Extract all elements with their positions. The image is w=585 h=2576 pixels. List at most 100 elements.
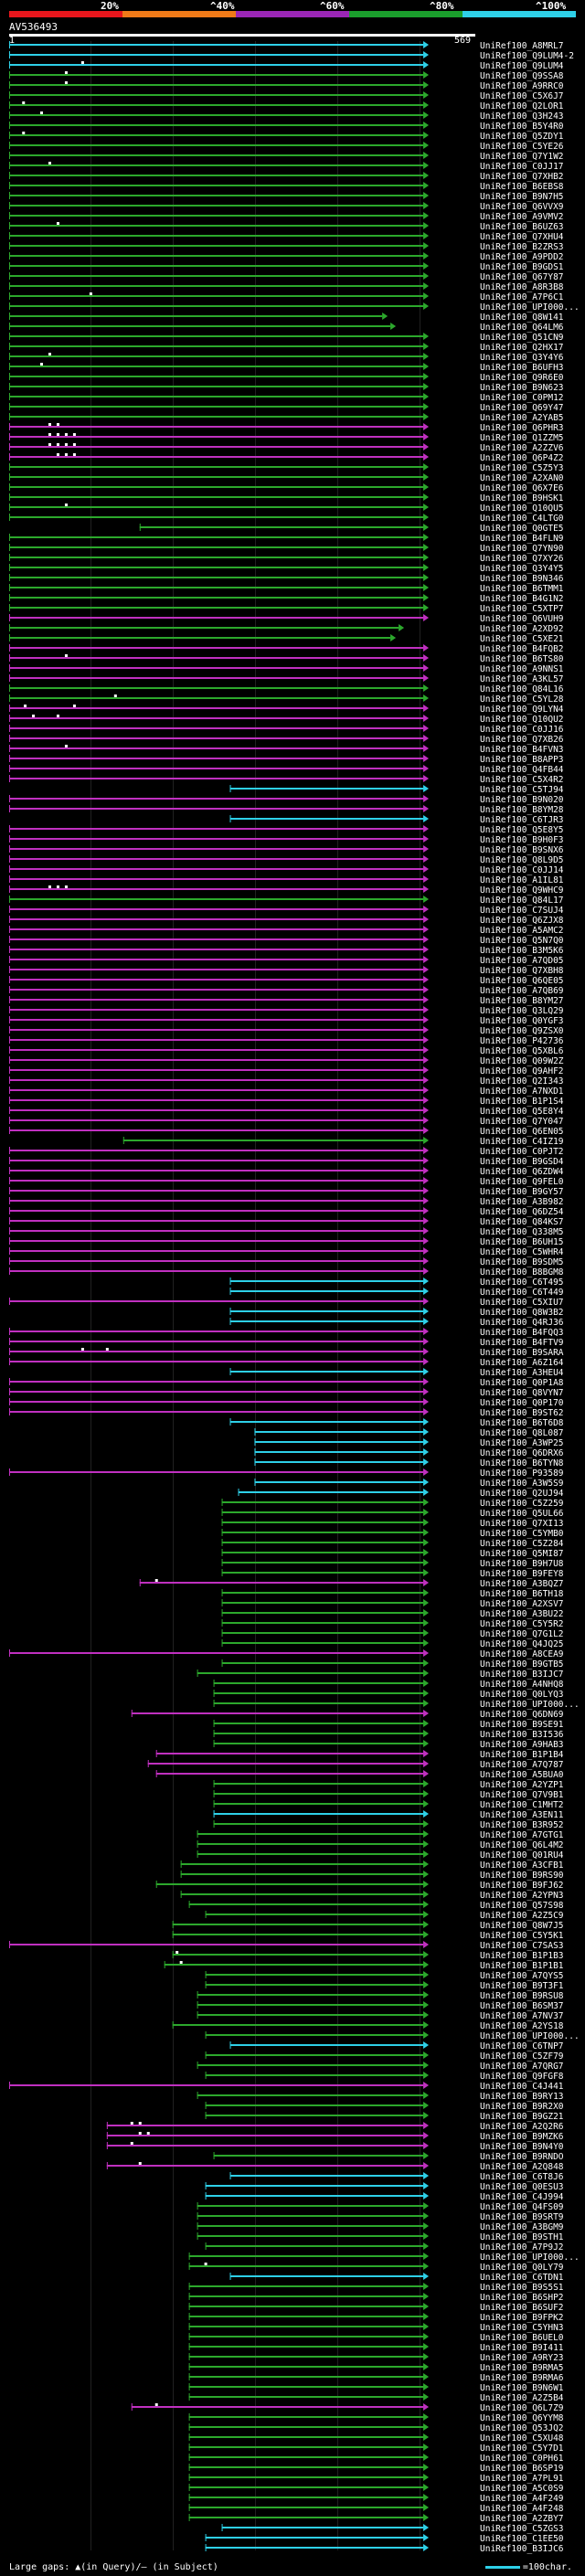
hit-row[interactable]: UniRef100_Q9LUM4	[9, 61, 564, 71]
hit-row[interactable]: UniRef100_B1P1S4	[9, 1097, 564, 1107]
hit-label[interactable]: UniRef100_Q6P4Z2	[480, 453, 564, 463]
hit-label[interactable]: UniRef100_Q5XBL6	[480, 1046, 564, 1056]
hit-row[interactable]: UniRef100_Q0GTE5	[139, 524, 564, 534]
hit-label[interactable]: UniRef100_A2Q848	[480, 2162, 564, 2172]
hit-row[interactable]: UniRef100_A7NXD1	[9, 1087, 564, 1097]
hit-row[interactable]: UniRef100_Q4FS09	[197, 2202, 564, 2212]
hit-label[interactable]: UniRef100_A3W5S9	[480, 1479, 564, 1489]
hit-label[interactable]: UniRef100_A8R3B8	[480, 282, 564, 292]
hit-row[interactable]: UniRef100_C0JJ16	[9, 725, 564, 735]
hit-row[interactable]: UniRef100_C5WHR4	[9, 1247, 564, 1257]
hit-row[interactable]: UniRef100_A3BQZ7	[139, 1579, 564, 1589]
hit-label[interactable]: UniRef100_B5Y4R0	[480, 122, 564, 132]
hit-row[interactable]: UniRef100_Q10QU5	[9, 504, 564, 514]
hit-label[interactable]: UniRef100_B9ST62	[480, 1408, 564, 1418]
hit-row[interactable]: UniRef100_Q2UJ94	[238, 1489, 564, 1499]
hit-row[interactable]: UniRef100_C5YE26	[9, 142, 564, 152]
hit-row[interactable]: UniRef100_B3IJC7	[197, 1670, 564, 1680]
hit-label[interactable]: UniRef100_A2Z5C9	[480, 1911, 564, 1921]
hit-row[interactable]: UniRef100_Q6VVX9	[9, 202, 564, 212]
hit-label[interactable]: UniRef100_C4IZ19	[480, 1137, 564, 1147]
hit-row[interactable]: UniRef100_A2Z5C9	[205, 1911, 564, 1921]
hit-label[interactable]: UniRef100_A1IL81	[480, 875, 564, 885]
hit-label[interactable]: UniRef100_B9GY57	[480, 1187, 564, 1197]
hit-label[interactable]: UniRef100_A2Q2R6	[480, 2122, 564, 2132]
hit-label[interactable]: UniRef100_A2YS18	[480, 2021, 564, 2031]
hit-label[interactable]: UniRef100_B6TMM1	[480, 584, 564, 594]
hit-label[interactable]: UniRef100_B9N346	[480, 574, 564, 584]
hit-label[interactable]: UniRef100_Q8L087	[480, 1428, 564, 1438]
hit-label[interactable]: UniRef100_B1P1B1	[480, 1961, 564, 1971]
hit-label[interactable]: UniRef100_A5C0S9	[480, 2484, 564, 2494]
hit-label[interactable]: UniRef100_B9GDS1	[480, 262, 564, 272]
hit-row[interactable]: UniRef100_B9N346	[9, 574, 564, 584]
hit-row[interactable]: UniRef100_UPI000...	[213, 1700, 580, 1710]
hit-row[interactable]: UniRef100_C7SUJ4	[9, 906, 564, 916]
hit-label[interactable]: UniRef100_Q0P1A8	[480, 1378, 564, 1388]
hit-label[interactable]: UniRef100_B9N7H5	[480, 192, 564, 202]
hit-label[interactable]: UniRef100_Q338M5	[480, 1227, 564, 1237]
hit-label[interactable]: UniRef100_A9VMV2	[480, 212, 564, 222]
hit-row[interactable]: UniRef100_C6TJR3	[229, 815, 564, 825]
hit-label[interactable]: UniRef100_Q67Y87	[480, 272, 564, 282]
hit-row[interactable]: UniRef100_Q7XBH8	[9, 966, 564, 976]
hit-row[interactable]: UniRef100_A7PL91	[188, 2474, 564, 2484]
hit-label[interactable]: UniRef100_A6Z164	[480, 1358, 564, 1368]
hit-row[interactable]: UniRef100_Q3Y4Y5	[9, 564, 564, 574]
hit-label[interactable]: UniRef100_A3WP25	[480, 1438, 564, 1448]
hit-row[interactable]: UniRef100_Q6L4M2	[197, 1840, 564, 1850]
hit-row[interactable]: UniRef100_C6TNP7	[229, 2041, 564, 2051]
hit-row[interactable]: UniRef100_Q6QE05	[9, 976, 564, 986]
hit-label[interactable]: UniRef100_C5YL28	[480, 694, 564, 705]
hit-label[interactable]: UniRef100_B6UH15	[480, 1237, 564, 1247]
hit-row[interactable]: UniRef100_Q84KS7	[9, 1217, 564, 1227]
hit-label[interactable]: UniRef100_Q4FS09	[480, 2202, 564, 2212]
hit-label[interactable]: UniRef100_A5BUA0	[480, 1770, 564, 1780]
hit-row[interactable]: UniRef100_A3HEU4	[229, 1368, 564, 1378]
hit-label[interactable]: UniRef100_Q84L16	[480, 684, 564, 694]
hit-row[interactable]: UniRef100_Q9R6E0	[9, 373, 564, 383]
hit-row[interactable]: UniRef100_Q7YN90	[9, 544, 564, 554]
hit-row[interactable]: UniRef100_B6T6D8	[229, 1418, 564, 1428]
hit-row[interactable]: UniRef100_A3B982	[9, 1197, 564, 1207]
hit-row[interactable]: UniRef100_Q0ESU3	[205, 2182, 564, 2192]
hit-label[interactable]: UniRef100_A2YAB5	[480, 413, 564, 423]
hit-row[interactable]: UniRef100_A3KL57	[9, 674, 564, 684]
hit-label[interactable]: UniRef100_Q6DRX6	[480, 1448, 564, 1458]
hit-label[interactable]: UniRef100_Q84KS7	[480, 1217, 564, 1227]
hit-row[interactable]: UniRef100_C5XTP7	[9, 604, 564, 614]
hit-row[interactable]: UniRef100_A7QYS5	[205, 1971, 564, 1981]
hit-row[interactable]: UniRef100_A2ZZV6	[9, 443, 564, 453]
hit-row[interactable]: UniRef100_B6UEL0	[188, 2333, 564, 2343]
hit-label[interactable]: UniRef100_B9RY13	[480, 2092, 564, 2102]
hit-row[interactable]: UniRef100_Q9SSA8	[9, 71, 564, 81]
hit-row[interactable]: UniRef100_Q5ZDY1	[9, 132, 564, 142]
hit-row[interactable]: UniRef100_C0PJT2	[9, 1147, 564, 1157]
hit-label[interactable]: UniRef100_Q9AHF2	[480, 1066, 564, 1076]
hit-label[interactable]: UniRef100_A2Z5B4	[480, 2393, 564, 2403]
hit-row[interactable]: UniRef100_B9SDM5	[9, 1257, 564, 1267]
hit-label[interactable]: UniRef100_B9N623	[480, 383, 564, 393]
hit-row[interactable]: UniRef100_A7QRG7	[197, 2062, 564, 2072]
hit-label[interactable]: UniRef100_Q8W7J5	[480, 1921, 564, 1931]
hit-label[interactable]: UniRef100_C5X6J7	[480, 91, 564, 101]
hit-row[interactable]: UniRef100_C6T495	[229, 1277, 564, 1288]
hit-row[interactable]: UniRef100_A4NHQ8	[213, 1680, 564, 1690]
hit-row[interactable]: UniRef100_A9RY23	[188, 2353, 564, 2363]
hit-label[interactable]: UniRef100_A7QYS5	[480, 1971, 564, 1981]
hit-label[interactable]: UniRef100_UPI000...	[480, 2253, 580, 2263]
hit-label[interactable]: UniRef100_Q2I343	[480, 1076, 564, 1087]
hit-label[interactable]: UniRef100_Q7XB26	[480, 735, 564, 745]
hit-label[interactable]: UniRef100_C5Z259	[480, 1499, 564, 1509]
hit-row[interactable]: UniRef100_Q01RU4	[197, 1850, 564, 1860]
hit-label[interactable]: UniRef100_B9GZ21	[480, 2112, 564, 2122]
hit-row[interactable]: UniRef100_C5Z284	[221, 1539, 564, 1549]
hit-row[interactable]: UniRef100_B1P1B3	[172, 1951, 564, 1961]
hit-row[interactable]: UniRef100_B6TMM1	[9, 584, 564, 594]
hit-row[interactable]: UniRef100_B1P1B4	[155, 1750, 564, 1760]
hit-row[interactable]: UniRef100_Q67Y87	[9, 272, 564, 282]
hit-label[interactable]: UniRef100_C5Z284	[480, 1539, 564, 1549]
hit-label[interactable]: UniRef100_Q51CN9	[480, 333, 564, 343]
hit-row[interactable]: UniRef100_B9MZK6	[106, 2132, 564, 2142]
hit-row[interactable]: UniRef100_Q6L7Z9	[131, 2403, 564, 2413]
